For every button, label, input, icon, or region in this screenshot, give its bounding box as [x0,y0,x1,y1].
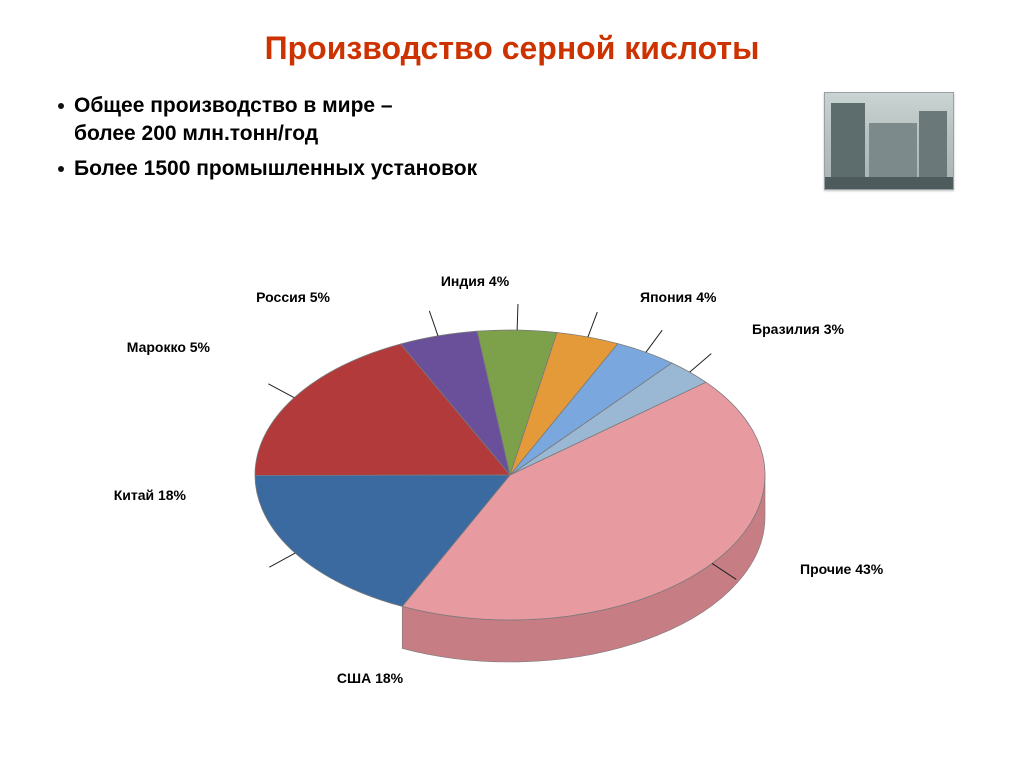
bullet-dot-icon [58,103,64,109]
slide: Производство серной кислоты Общее произв… [0,0,1024,768]
pie-slice-label: Индия 4% [441,273,509,289]
pie-slice-label: Россия 5% [256,289,330,305]
pie-slice-label: Япония 4% [640,289,716,305]
bullet-text: Общее производство в мире – более 200 мл… [74,92,393,149]
bullet-item: Более 1500 промышленных установок [58,155,477,183]
bullet-dot-icon [58,166,64,172]
leader-line [268,384,294,398]
pie-slice-label: Прочие 43% [800,561,883,577]
leader-line [646,330,662,352]
pie-slice-label: Бразилия 3% [752,321,844,337]
bullet-text: Более 1500 промышленных установок [74,155,477,183]
bullet-item: Общее производство в мире – более 200 мл… [58,92,477,149]
pie-slice-label: Китай 18% [114,487,186,503]
pie-chart: Прочие 43% Бразилия 3% Япония 4% Индия 4% Ро… [110,255,930,735]
pie-slice-label: США 18% [337,670,403,686]
plant-photo [824,92,954,190]
leader-line [690,354,712,373]
page-title: Производство серной кислоты [0,30,1024,67]
bullet-list: Общее производство в мире – более 200 мл… [58,92,477,189]
leader-line [429,311,438,336]
leader-line [517,304,518,330]
leader-line [269,553,295,567]
pie-slice-label: Марокко 5% [127,339,210,355]
leader-line [588,312,597,337]
